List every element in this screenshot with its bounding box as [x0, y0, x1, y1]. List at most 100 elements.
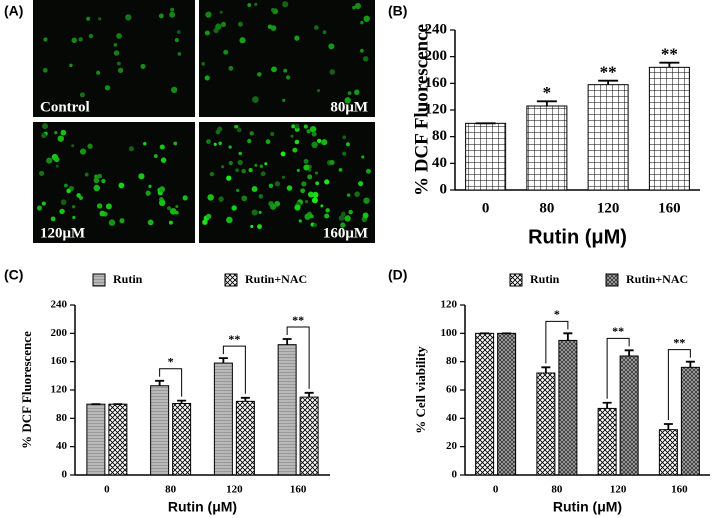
cell [271, 8, 275, 12]
cell [41, 132, 47, 139]
cell [138, 173, 145, 180]
error-bar [563, 332, 573, 341]
cell [282, 98, 286, 103]
cell [113, 50, 120, 56]
bar [558, 339, 578, 476]
bar [86, 403, 106, 476]
image-label: 120μM [40, 225, 85, 241]
cell [254, 163, 258, 167]
cell [298, 219, 302, 223]
cell [60, 199, 67, 206]
cell [39, 170, 45, 176]
cell [360, 20, 364, 25]
cell [322, 30, 327, 35]
cell [169, 11, 176, 18]
cell [158, 199, 166, 207]
cell [265, 139, 271, 145]
cell [312, 191, 319, 198]
cell [96, 70, 101, 75]
bar [658, 429, 678, 476]
cell [228, 160, 233, 166]
cell [258, 194, 264, 199]
cell [182, 195, 188, 201]
cell [69, 63, 73, 68]
cell [201, 61, 206, 66]
cell [86, 16, 91, 21]
cell [99, 210, 106, 217]
cell [352, 5, 356, 10]
cell [271, 66, 277, 73]
error-bar [541, 366, 551, 373]
y-tick-label: 100 [441, 327, 458, 339]
cell [206, 213, 212, 219]
cell [250, 224, 254, 229]
cell [71, 37, 78, 44]
cell [98, 17, 102, 21]
cell [303, 158, 309, 164]
x-tick-label: 0 [104, 484, 110, 496]
cell [238, 151, 242, 156]
cell [296, 168, 300, 172]
cell [158, 186, 166, 193]
cell [257, 72, 262, 77]
cell [301, 181, 307, 187]
cell [206, 139, 211, 144]
cell [88, 33, 94, 39]
cell [294, 204, 301, 211]
cell [220, 21, 227, 27]
cell [324, 179, 330, 185]
y-axis-label: % Cell viability [413, 346, 428, 434]
panel-a: (A) Control 80μM 120μM 160μM [4, 0, 375, 243]
cell [116, 61, 121, 66]
cell [71, 204, 76, 209]
cell [354, 2, 362, 10]
significance-bracket [159, 368, 183, 397]
panel-label: (D) [388, 267, 407, 283]
bar [680, 366, 700, 476]
cell [215, 23, 222, 30]
y-axis-label: % DCF Fluorescence [19, 331, 34, 449]
y-tick-label: 40 [446, 412, 458, 424]
cell [338, 215, 345, 221]
cell [313, 223, 318, 227]
bar [497, 332, 517, 476]
cell [57, 135, 65, 142]
cell [59, 208, 65, 215]
panel-label: (B) [388, 3, 407, 19]
cell [209, 171, 215, 177]
cell [259, 164, 264, 168]
cell [252, 96, 259, 103]
x-axis-label: Rutin (μM) [168, 499, 237, 515]
cell [311, 131, 317, 137]
cell [204, 75, 210, 81]
cell [116, 33, 122, 39]
cell [43, 37, 48, 42]
cell [241, 168, 246, 174]
cell [274, 181, 281, 187]
cell [328, 43, 335, 50]
cell [321, 139, 328, 146]
cell [42, 123, 49, 130]
cell [348, 209, 353, 215]
cell [158, 13, 164, 19]
bar [619, 355, 639, 476]
cell [251, 186, 258, 192]
legend-swatch [509, 273, 523, 287]
bar [648, 66, 690, 191]
cell [153, 154, 158, 158]
cell [36, 205, 43, 211]
significance-bracket [667, 349, 691, 420]
cell [267, 24, 273, 29]
y-tick-label: 240 [51, 299, 68, 311]
cell [213, 142, 217, 146]
cell [235, 188, 240, 193]
cell [219, 10, 223, 14]
cell [87, 143, 93, 149]
cell [202, 219, 208, 225]
cell [347, 91, 352, 95]
cell [228, 145, 232, 149]
cell [60, 129, 67, 136]
cell [285, 75, 291, 80]
cell [254, 2, 258, 6]
